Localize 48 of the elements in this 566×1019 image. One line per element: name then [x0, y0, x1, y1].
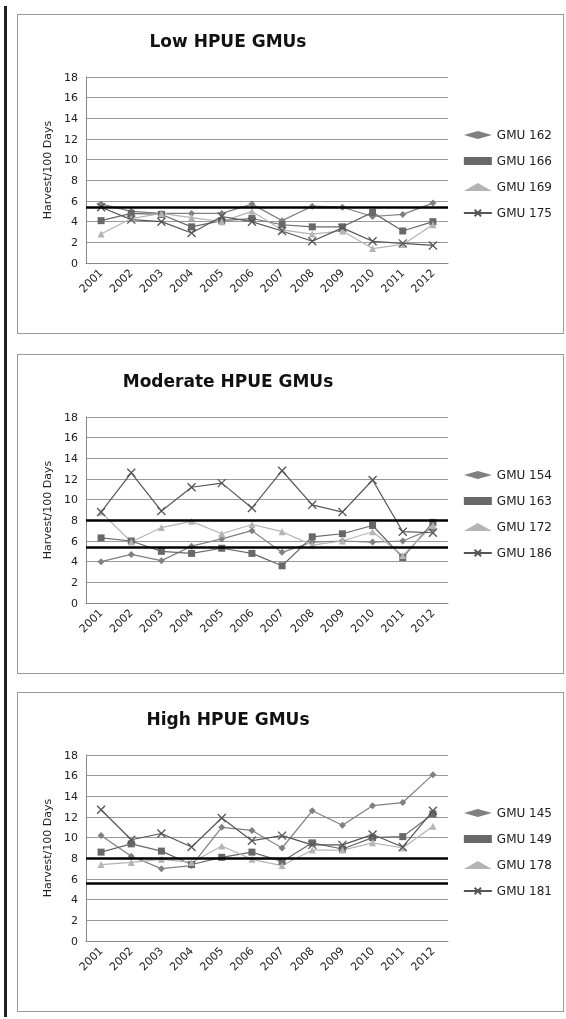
legend-label: GMU 163	[496, 494, 552, 508]
y-tick-label: 18	[64, 748, 78, 762]
y-tick-label: 0	[71, 256, 78, 270]
legend-label: GMU 145	[496, 806, 552, 820]
legend-label: GMU 149	[496, 832, 552, 846]
y-tick-label: 12	[64, 472, 78, 486]
y-tick-label: 0	[71, 934, 78, 948]
y-tick-label: 4	[71, 555, 78, 569]
y-tick-label: 6	[71, 534, 78, 548]
y-tick-label: 12	[64, 132, 78, 146]
y-tick-label: 16	[64, 91, 78, 105]
y-tick-label: 0	[71, 596, 78, 610]
legend-label: GMU 186	[496, 546, 552, 560]
y-tick-label: 2	[71, 575, 78, 589]
y-tick-label: 18	[64, 70, 78, 84]
y-tick-label: 10	[64, 493, 78, 507]
y-tick-label: 2	[71, 235, 78, 249]
y-tick-label: 4	[71, 215, 78, 229]
y-tick-label: 2	[71, 913, 78, 927]
y-tick-label: 4	[71, 893, 78, 907]
y-tick-label: 12	[64, 810, 78, 824]
chart-title: Moderate HPUE GMUs	[122, 370, 334, 391]
legend-label: GMU 172	[496, 520, 552, 534]
y-axis-title: Harvest/100 Days	[41, 798, 55, 898]
y-tick-label: 14	[64, 789, 78, 803]
legend-label: GMU 162	[496, 128, 552, 142]
y-axis-title: Harvest/100 Days	[41, 120, 55, 220]
chart-title: Low HPUE GMUs	[149, 30, 307, 51]
y-tick-label: 8	[71, 851, 78, 865]
legend-label: GMU 166	[496, 154, 552, 168]
y-tick-label: 10	[64, 153, 78, 167]
y-tick-label: 8	[71, 513, 78, 527]
y-tick-label: 6	[71, 872, 78, 886]
y-tick-label: 14	[64, 111, 78, 125]
y-tick-label: 16	[64, 431, 78, 445]
chart-title: High HPUE GMUs	[146, 708, 310, 729]
y-tick-label: 6	[71, 194, 78, 208]
y-tick-label: 18	[64, 410, 78, 424]
y-tick-label: 14	[64, 451, 78, 465]
legend-label: GMU 154	[496, 468, 552, 482]
legend-label: GMU 178	[496, 858, 552, 872]
y-tick-label: 10	[64, 831, 78, 845]
legend-label: GMU 181	[496, 884, 552, 898]
y-tick-label: 16	[64, 769, 78, 783]
y-axis-title: Harvest/100 Days	[41, 460, 55, 560]
y-tick-label: 8	[71, 173, 78, 187]
legend-label: GMU 169	[496, 180, 552, 194]
legend-label: GMU 175	[496, 206, 552, 220]
